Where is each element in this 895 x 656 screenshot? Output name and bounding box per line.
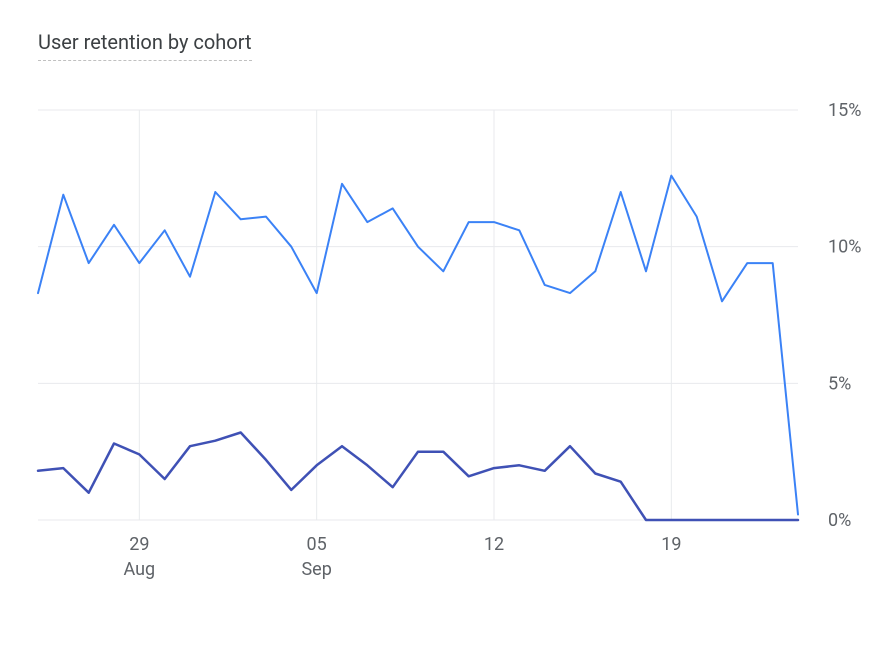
chart-container: User retention by cohort 0% 5% 10% 15% 29 Aug… bbox=[0, 0, 895, 656]
y-axis-label: 10% bbox=[828, 237, 861, 258]
plot-area: 0%5%10%15%29Aug05Sep1219 bbox=[38, 100, 856, 620]
x-axis-label: 12 bbox=[484, 534, 504, 555]
y-axis-label: 15% bbox=[828, 100, 861, 121]
chart-title: User retention by cohort bbox=[38, 30, 252, 61]
y-axis-label: 0% bbox=[828, 510, 851, 531]
retention-line-chart: 0%5%10%15%29Aug05Sep1219 bbox=[38, 100, 856, 620]
series-cohort-a bbox=[38, 176, 798, 515]
x-axis-label: 19 bbox=[661, 534, 681, 555]
x-axis-sublabel: Aug bbox=[123, 559, 155, 580]
x-axis-sublabel: Sep bbox=[301, 559, 331, 580]
y-axis-label: 5% bbox=[828, 373, 851, 394]
x-axis-label: 29 bbox=[129, 534, 149, 555]
x-axis-label: 05 bbox=[307, 534, 327, 555]
series-cohort-b bbox=[38, 433, 798, 521]
